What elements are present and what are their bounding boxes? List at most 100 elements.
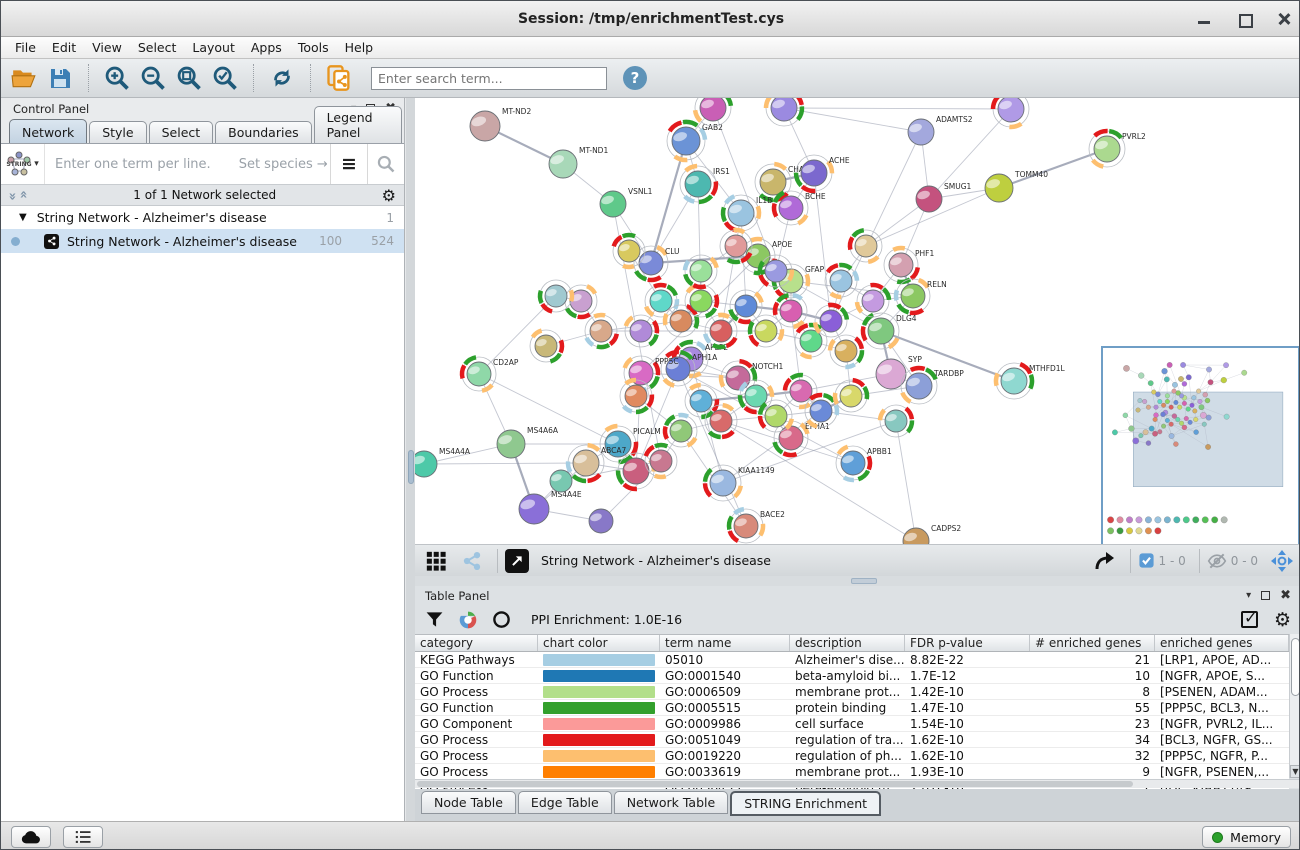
table-panel-menu-caret-icon[interactable]: ▾	[1246, 590, 1252, 601]
color-chart-icon[interactable]	[458, 610, 478, 630]
network-edge[interactable]	[423, 462, 587, 465]
network-node[interactable]: VSNL1	[599, 187, 653, 218]
network-panel-gear-icon[interactable]: ⚙	[381, 185, 396, 205]
network-node[interactable]: PHF1	[883, 245, 934, 285]
network-node[interactable]: SMUG1	[915, 182, 972, 213]
column-header-chart-color[interactable]: chart color	[538, 635, 660, 651]
network-node[interactable]	[990, 98, 1030, 130]
network-node[interactable]: APBB1	[835, 444, 892, 483]
network-node[interactable]	[623, 314, 660, 348]
network-node[interactable]: IL1B	[720, 194, 772, 233]
network-node[interactable]: CLU	[633, 245, 680, 283]
network-node[interactable]	[827, 334, 865, 370]
network-node[interactable]: EPHA1	[772, 420, 830, 458]
network-node[interactable]: ACHE	[793, 154, 850, 194]
tab-select[interactable]: Select	[148, 121, 214, 143]
table-panel-close-icon[interactable]: ✖	[1280, 588, 1291, 603]
network-node[interactable]	[549, 469, 573, 493]
network-edge[interactable]	[640, 255, 759, 374]
tab-legend-panel[interactable]: Legend Panel	[313, 106, 402, 143]
network-node[interactable]	[643, 282, 680, 318]
network-node[interactable]	[682, 254, 719, 290]
network-node[interactable]: SYP	[875, 355, 922, 390]
network-node[interactable]	[794, 322, 828, 360]
tab-network-table[interactable]: Network Table	[613, 791, 729, 814]
network-node[interactable]: ADAMTS2	[907, 115, 973, 146]
network-node[interactable]	[704, 402, 738, 440]
network-node[interactable]	[812, 302, 850, 338]
network-node[interactable]	[847, 227, 883, 265]
tab-edge-table[interactable]: Edge Table	[517, 791, 612, 814]
column-header-fdr-p-value[interactable]: FDR p-value	[905, 635, 1030, 651]
cloud-tasks-button[interactable]	[11, 826, 51, 848]
minimize-button[interactable]	[1197, 12, 1211, 26]
menu-select[interactable]: Select	[137, 40, 177, 55]
network-edge[interactable]	[600, 460, 662, 522]
scrollbar-thumb[interactable]	[1291, 638, 1299, 696]
table-row[interactable]: GO Process GO:0051049 regulation of tra...…	[415, 732, 1289, 748]
network-node[interactable]: KIAA1149	[702, 464, 775, 502]
filter-funnel-icon[interactable]	[425, 610, 444, 629]
network-node[interactable]: APH1A	[660, 349, 718, 388]
network-node[interactable]	[757, 399, 795, 433]
protein-node-circle[interactable]	[997, 98, 1025, 123]
network-node[interactable]: MS4A4E	[518, 490, 582, 525]
network-edge[interactable]	[813, 172, 832, 322]
network-node[interactable]: MS4A6A	[496, 426, 559, 459]
network-item-row[interactable]: String Network - Alzheimer's disease 100…	[1, 229, 404, 253]
network-edge[interactable]	[895, 420, 917, 542]
network-node[interactable]	[719, 227, 753, 265]
network-node[interactable]	[584, 312, 620, 350]
set-species-label[interactable]: Set species →	[238, 156, 328, 172]
network-node[interactable]	[692, 98, 734, 127]
maximize-button[interactable]	[1237, 12, 1253, 28]
network-node[interactable]: DLG4	[860, 312, 917, 350]
help-button[interactable]: ?	[623, 66, 647, 90]
expand-triangle-icon[interactable]: ▼	[19, 212, 27, 223]
network-node[interactable]: RELN	[893, 277, 947, 316]
zoom-in-button[interactable]	[102, 63, 132, 93]
menu-edit[interactable]: Edit	[51, 40, 77, 55]
network-node[interactable]	[772, 292, 808, 330]
close-button[interactable]	[1277, 12, 1291, 26]
string-query-placeholder[interactable]: Enter one term per line.	[55, 156, 211, 172]
menu-help[interactable]: Help	[344, 40, 374, 55]
table-horizontal-scrollbar[interactable]	[415, 779, 1299, 788]
network-node[interactable]: MT-ND1	[548, 146, 608, 179]
table-row[interactable]: GO Function GO:0001540 beta-amyloid bi... 1…	[415, 668, 1289, 684]
tab-style[interactable]: Style	[89, 121, 147, 143]
network-node[interactable]	[662, 303, 700, 338]
empty-ring-icon[interactable]	[492, 610, 511, 629]
network-node[interactable]	[832, 377, 870, 413]
network-node[interactable]	[737, 379, 775, 415]
column-header-category[interactable]: category	[415, 635, 538, 651]
network-node[interactable]: MS4A4A	[415, 447, 471, 478]
menu-file[interactable]: File	[15, 40, 36, 55]
menu-tools[interactable]: Tools	[297, 40, 329, 55]
string-options-button[interactable]: ≡	[330, 144, 367, 184]
tab-boundaries[interactable]: Boundaries	[215, 121, 312, 143]
network-node[interactable]	[757, 254, 795, 288]
scroll-down-arrow[interactable]: ▼	[1290, 765, 1299, 778]
table-row[interactable]: GO Process GO:0006509 membrane prot... 1.42…	[415, 684, 1289, 700]
horizontal-divider-handle[interactable]	[851, 578, 877, 584]
table-row[interactable]: GO Component GO:0009986 cell surface 1.54E-…	[415, 716, 1289, 732]
network-node[interactable]	[804, 392, 840, 429]
network-node[interactable]	[702, 312, 738, 350]
network-node[interactable]: IRS1	[679, 163, 730, 205]
network-node[interactable]: BCHE	[771, 190, 826, 226]
network-node[interactable]: BACE2	[726, 506, 785, 544]
zoom-fit-button[interactable]	[174, 63, 204, 93]
network-node[interactable]: CADPS2	[902, 524, 961, 544]
column-header-term-name[interactable]: term name	[660, 635, 790, 651]
select-terms-checkbox-icon[interactable]	[1240, 608, 1258, 628]
network-node[interactable]	[611, 232, 646, 270]
network-overview-inset[interactable]	[1101, 346, 1299, 546]
task-history-button[interactable]	[63, 826, 103, 848]
network-node[interactable]	[529, 328, 565, 364]
navigator-button[interactable]	[1267, 546, 1297, 576]
network-node[interactable]	[854, 282, 892, 318]
network-node[interactable]: PVRL2	[1088, 128, 1146, 169]
network-edge[interactable]	[783, 107, 922, 133]
export-view-button[interactable]	[1090, 546, 1120, 576]
